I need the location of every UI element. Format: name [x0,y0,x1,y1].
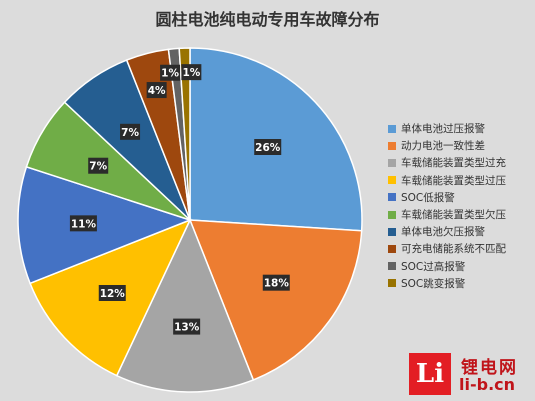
logo-box: Li [409,353,451,395]
logo-url-text: li-b.cn [459,375,516,394]
legend-item-7: 可充电储能系统不匹配 [388,240,506,257]
svg-text:18%: 18% [264,278,290,290]
legend-swatch [388,262,396,271]
slice-label-4: 11% [69,215,97,232]
legend-swatch [388,158,396,167]
legend-item-6: 单体电池欠压报警 [388,223,506,240]
legend-label: SOC跳变报警 [401,277,466,290]
pie-slice-9 [178,47,191,221]
legend-label: 车载储能装置类型过充 [401,157,506,170]
legend-label: 单体电池欠压报警 [401,226,485,239]
legend-swatch [388,210,396,219]
legend-swatch [388,124,396,133]
slice-label-6: 7% [120,123,141,140]
pie-slice-2 [115,218,255,393]
svg-text:11%: 11% [71,218,97,230]
slice-label-8: 1% [160,64,181,81]
legend-item-8: SOC过高报警 [388,258,506,275]
slice-label-5: 7% [88,157,109,174]
svg-text:7%: 7% [89,161,107,173]
slice-label-2: 13% [173,318,201,335]
svg-text:26%: 26% [255,142,281,154]
svg-text:7%: 7% [121,127,139,139]
legend-swatch [388,176,396,185]
legend-item-5: 车载储能装置类型欠压 [388,206,506,223]
legend-item-1: 动力电池一致性差 [388,137,506,154]
legend-item-9: SOC跳变报警 [388,275,506,292]
logo-cn-text: 锂电网 [461,358,518,378]
legend-swatch [388,227,396,236]
legend-label: 动力电池一致性差 [401,140,485,153]
legend-label: SOC低报警 [401,191,455,204]
legend-swatch [388,141,396,150]
slice-label-1: 18% [262,274,290,291]
legend-label: 单体电池过压报警 [401,123,485,136]
svg-text:13%: 13% [174,322,200,334]
legend-label: 车载储能装置类型过压 [401,174,506,187]
watermark-logo: Li 锂电网 li-b.cn [409,353,529,397]
chart-title: 圆柱电池纯电动专用车故障分布 [155,10,380,29]
legend-item-0: 单体电池过压报警 [388,120,506,137]
chart-legend: 单体电池过压报警 动力电池一致性差车载储能装置类型过充 车载储能装置类型过压 SOC低… [388,120,506,292]
legend-label: 可充电储能系统不匹配 [401,243,506,256]
legend-swatch [388,279,396,288]
svg-text:1%: 1% [161,68,179,80]
pie-slice-4 [17,165,193,285]
legend-swatch [388,193,396,202]
slice-label-3: 12% [98,285,126,302]
legend-label: 车载储能装置类型欠压 [401,209,506,222]
slice-label-7: 4% [146,82,167,99]
legend-swatch [388,244,396,253]
legend-item-3: 车载储能装置类型过压 [388,172,506,189]
svg-text:12%: 12% [100,288,126,300]
slice-label-0: 26% [254,138,282,155]
legend-item-4: SOC低报警 [388,189,506,206]
legend-label: SOC过高报警 [401,260,466,273]
slice-label-9: 1% [181,64,202,81]
svg-text:4%: 4% [148,85,166,97]
svg-text:1%: 1% [182,67,200,79]
legend-item-2: 车载储能装置类型过充 [388,154,506,171]
pie-slice-1 [188,219,363,381]
